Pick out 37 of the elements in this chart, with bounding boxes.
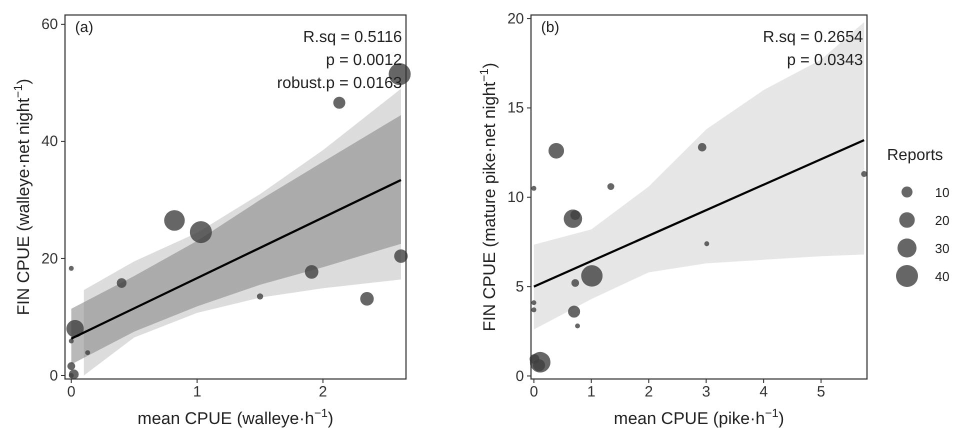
annotation: (a) bbox=[75, 19, 94, 36]
point bbox=[116, 278, 127, 288]
legend-label: 40 bbox=[935, 269, 950, 284]
point bbox=[571, 279, 580, 287]
y-tick-label: 5 bbox=[516, 278, 524, 296]
y-tick-label: 60 bbox=[41, 16, 58, 34]
annotation: R.sq = 0.5116 bbox=[303, 29, 402, 46]
annotation: p = 0.0012 bbox=[326, 52, 402, 69]
x-tick-label: 1 bbox=[587, 384, 596, 401]
annotation: R.sq = 0.2654 bbox=[762, 29, 864, 46]
x-tick-label: 0 bbox=[530, 384, 538, 401]
legend-label: 20 bbox=[935, 213, 950, 228]
y-tick-label: 10 bbox=[507, 189, 524, 206]
x-tick-label: 3 bbox=[702, 384, 710, 401]
x-tick-label: 5 bbox=[816, 384, 826, 401]
x-tick-label: 0 bbox=[67, 384, 76, 401]
y-tick-label: 40 bbox=[41, 133, 58, 150]
y-tick-label: 0 bbox=[516, 368, 524, 385]
annotation: (b) bbox=[541, 19, 560, 36]
legend-title: Reports bbox=[887, 147, 944, 164]
annotation: robust.p = 0.0163 bbox=[277, 75, 402, 92]
legend-label: 10 bbox=[935, 185, 950, 200]
y-tick-label: 20 bbox=[507, 10, 524, 28]
point bbox=[607, 183, 614, 190]
x-tick-label: 4 bbox=[759, 384, 768, 401]
x-tick-label: 2 bbox=[318, 384, 328, 401]
point bbox=[698, 142, 706, 152]
x-axis-title: mean CPUE (pike·h$^{−1}$) bbox=[614, 406, 784, 428]
y-tick-label: 15 bbox=[507, 100, 524, 117]
y-tick-label: 20 bbox=[41, 250, 58, 268]
x-tick-label: 1 bbox=[192, 384, 202, 401]
legend-label: 30 bbox=[935, 241, 950, 256]
x-axis-title: mean CPUE (walleye·h$^{−1}$) bbox=[138, 406, 334, 428]
annotation: p = 0.0343 bbox=[786, 52, 864, 69]
x-tick-label: 2 bbox=[644, 384, 653, 401]
point bbox=[333, 96, 346, 109]
y-tick-label: 0 bbox=[50, 367, 58, 384]
